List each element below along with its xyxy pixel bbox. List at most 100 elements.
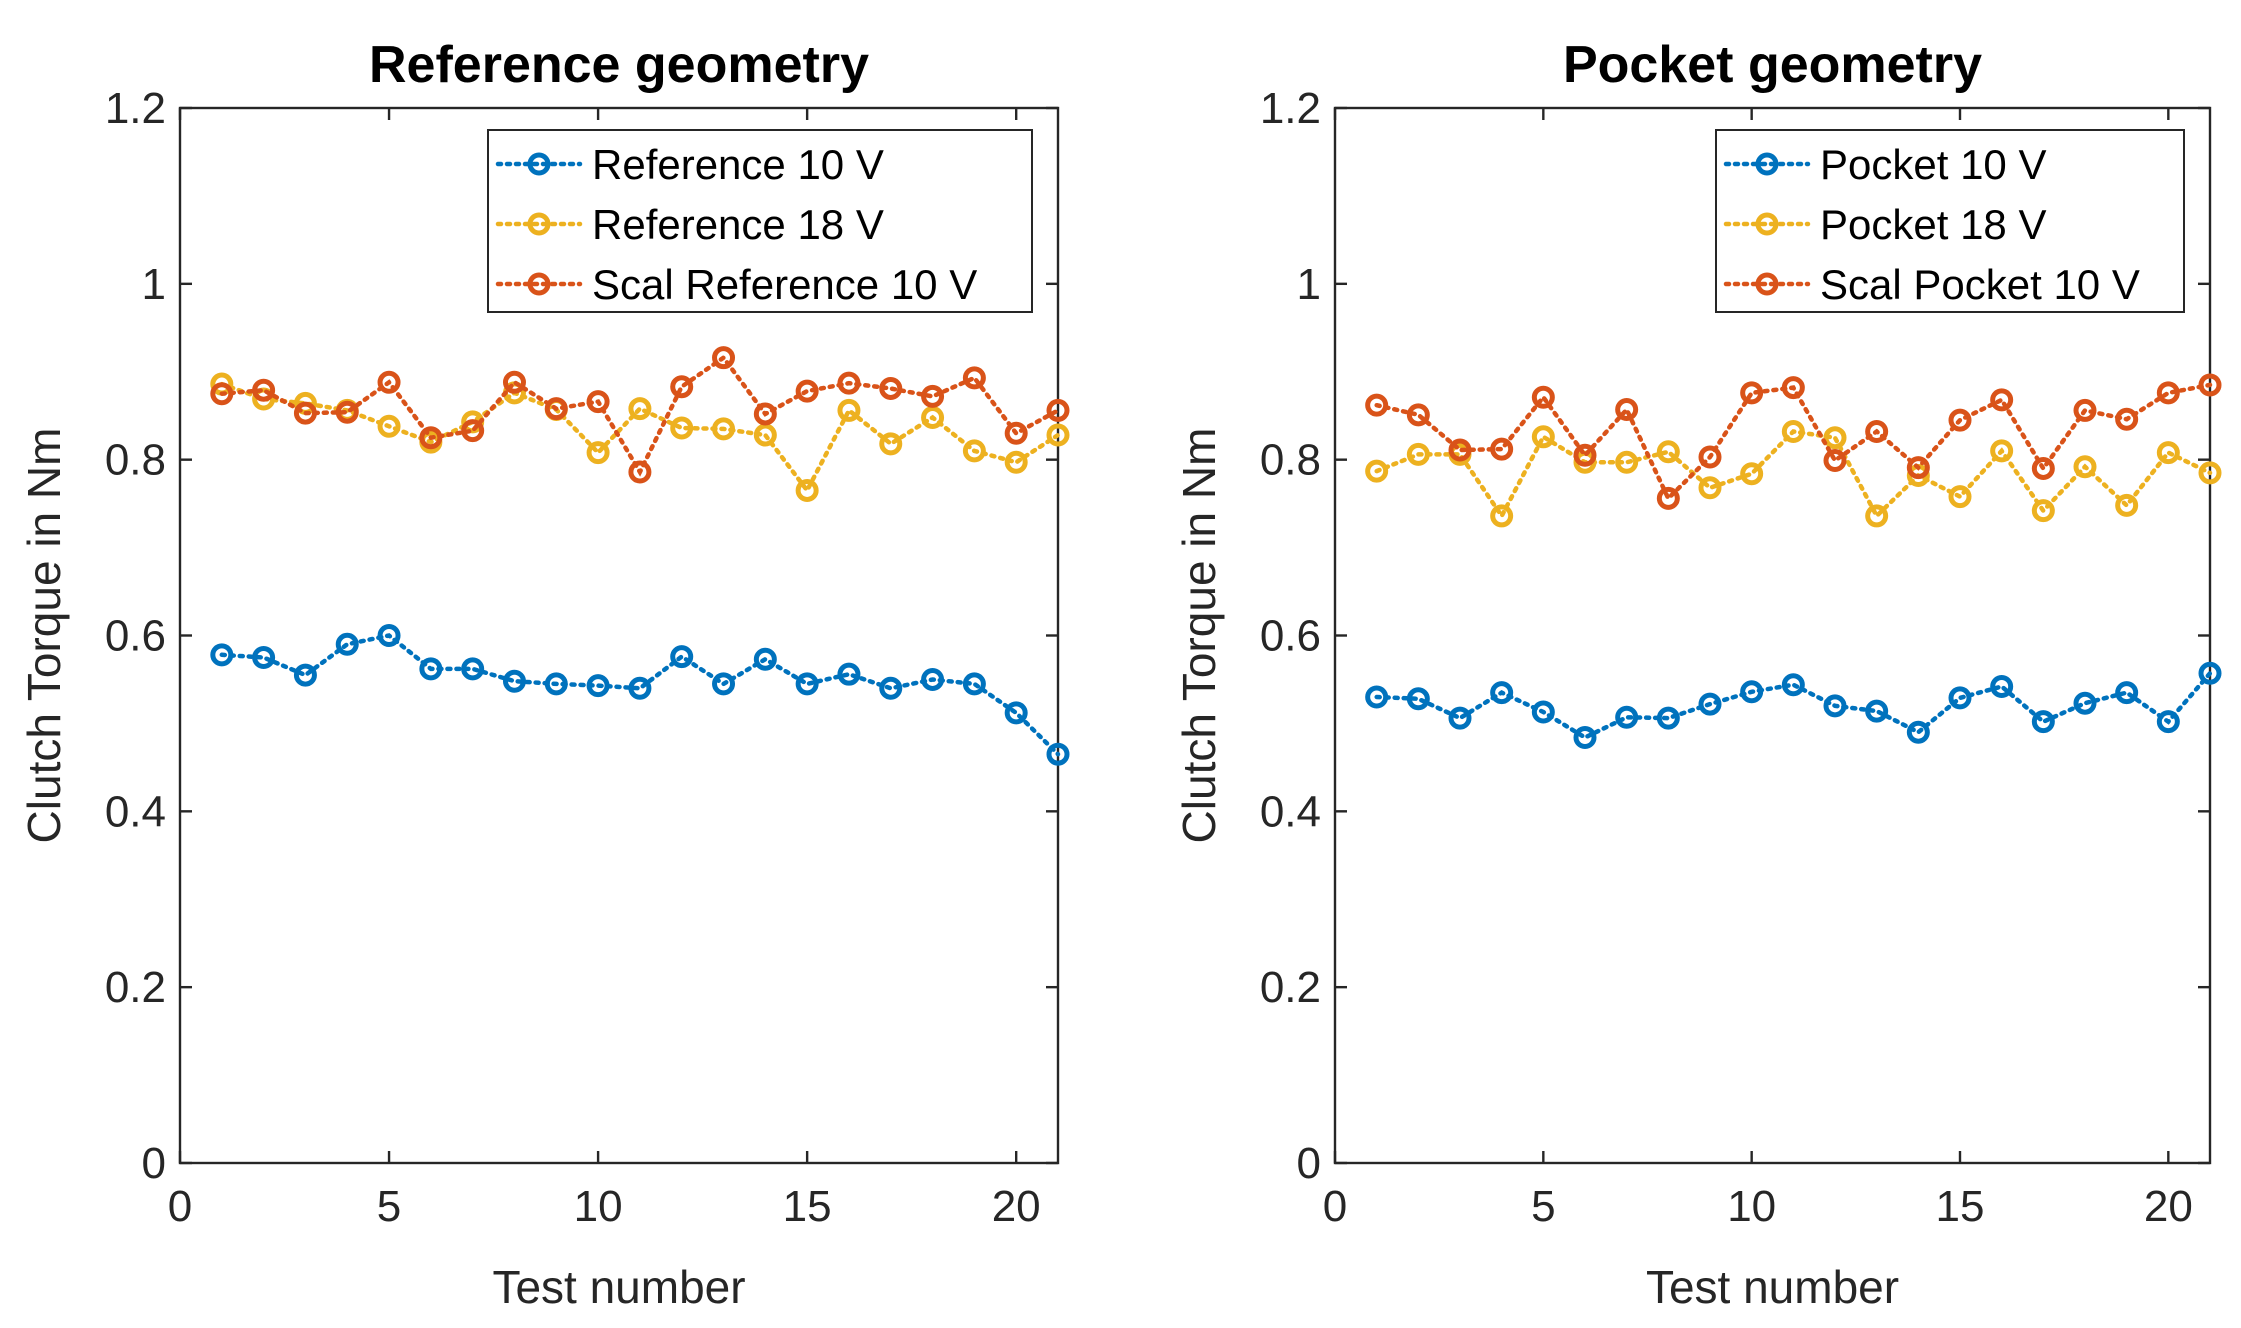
data-point [795, 672, 819, 696]
x-tick-label: 5 [377, 1182, 401, 1231]
data-point [1698, 476, 1722, 500]
data-point [335, 400, 359, 424]
data-point [1781, 420, 1805, 444]
data-point [1948, 686, 1972, 710]
y-axis-label: Clutch Torque in Nm [18, 428, 70, 844]
data-point [1406, 442, 1430, 466]
data-point [377, 624, 401, 647]
legend-label: Scal Pocket 10 V [1820, 261, 2140, 308]
x-tick-label: 10 [1727, 1182, 1776, 1231]
data-point [837, 371, 861, 395]
legend-marker [527, 272, 551, 296]
data-point [335, 632, 359, 656]
data-point [586, 674, 610, 698]
data-point [753, 423, 777, 447]
data-point [795, 478, 819, 502]
data-point [544, 672, 568, 696]
series-line [219, 633, 1061, 757]
y-tick-label: 1.2 [1260, 84, 1321, 133]
legend-marker [1755, 152, 1779, 176]
x-axis-label: Test number [1646, 1261, 1899, 1313]
y-axis-label: Clutch Torque in Nm [1173, 428, 1225, 844]
data-point [1656, 706, 1680, 730]
data-point [2156, 710, 2180, 734]
data-point [2073, 455, 2097, 479]
legend-label: Reference 18 V [592, 201, 884, 248]
data-point [1531, 425, 1555, 449]
x-tick-label: 20 [2144, 1182, 2193, 1231]
data-point [1046, 398, 1070, 422]
legend-item-scal-reference-10-v: Scal Reference 10 V [495, 261, 977, 308]
data-point [921, 405, 945, 429]
data-point [1865, 699, 1889, 723]
y-tick-label: 0.4 [1260, 787, 1321, 836]
legend-item-reference-18-v: Reference 18 V [495, 201, 884, 248]
data-point [2031, 499, 2055, 523]
data-point [712, 346, 736, 370]
data-point [879, 432, 903, 456]
y-tick-label: 0.2 [105, 963, 166, 1012]
legend-item-reference-10-v: Reference 10 V [495, 141, 884, 188]
data-point [502, 669, 526, 693]
data-point [753, 402, 777, 426]
data-point [1531, 385, 1555, 409]
data-point [293, 401, 317, 425]
data-point [1615, 705, 1639, 729]
data-point [1490, 681, 1514, 705]
data-point [1948, 485, 1972, 509]
data-point [1615, 398, 1639, 422]
data-point [210, 643, 234, 667]
data-point [1615, 450, 1639, 474]
data-point [2073, 398, 2097, 422]
data-point [1698, 692, 1722, 716]
data-point [2156, 381, 2180, 405]
data-point [544, 397, 568, 421]
y-tick-label: 1.2 [105, 84, 166, 133]
data-point [1365, 393, 1389, 417]
data-point [1448, 706, 1472, 730]
legend-box [487, 129, 1033, 313]
series-line [219, 381, 1061, 495]
data-point [2115, 681, 2139, 705]
legend-label: Reference 10 V [592, 141, 884, 188]
data-point [1046, 742, 1070, 766]
data-point [419, 426, 443, 450]
data-point [293, 663, 317, 687]
legend-marker [527, 212, 551, 236]
legend-label: Pocket 18 V [1820, 201, 2046, 248]
legend-item-pocket-10-v: Pocket 10 V [1723, 141, 2046, 188]
data-point [2115, 493, 2139, 517]
data-point [1990, 388, 2014, 412]
data-point [2031, 710, 2055, 734]
data-point [2073, 691, 2097, 715]
data-point [921, 384, 945, 408]
legend: Pocket 10 V Pocket 18 V Scal Pocket 10 V [1715, 129, 2185, 313]
data-point [1781, 673, 1805, 697]
data-point [670, 645, 694, 669]
data-point [1656, 486, 1680, 510]
data-point [1865, 504, 1889, 528]
reference-geometry-chart: Reference geometry 0 0.2 0.4 0.6 0.8 1 1.2 0 5 10 1… [18, 36, 1070, 1313]
data-point [1365, 459, 1389, 483]
legend-marker [1755, 272, 1779, 296]
data-point [1698, 445, 1722, 469]
x-tick-label: 0 [168, 1182, 192, 1231]
legend-box [1715, 129, 2185, 313]
data-point [1406, 687, 1430, 711]
data-point [1656, 440, 1680, 464]
chart-title: Reference geometry [369, 36, 869, 94]
data-point [1004, 701, 1028, 725]
x-axis-label: Test number [492, 1261, 745, 1313]
legend-item-pocket-18-v: Pocket 18 V [1723, 201, 2046, 248]
series-scal-pocket-10-v [1365, 373, 2222, 510]
data-point [1990, 439, 2014, 463]
y-tick-label: 0.4 [105, 787, 166, 836]
data-point [210, 382, 234, 406]
data-point [1740, 680, 1764, 704]
data-point [1906, 720, 1930, 744]
data-point [670, 375, 694, 399]
data-point [1490, 437, 1514, 461]
data-point [461, 419, 485, 443]
data-point [377, 370, 401, 394]
y-tick-label: 0.6 [1260, 612, 1321, 661]
